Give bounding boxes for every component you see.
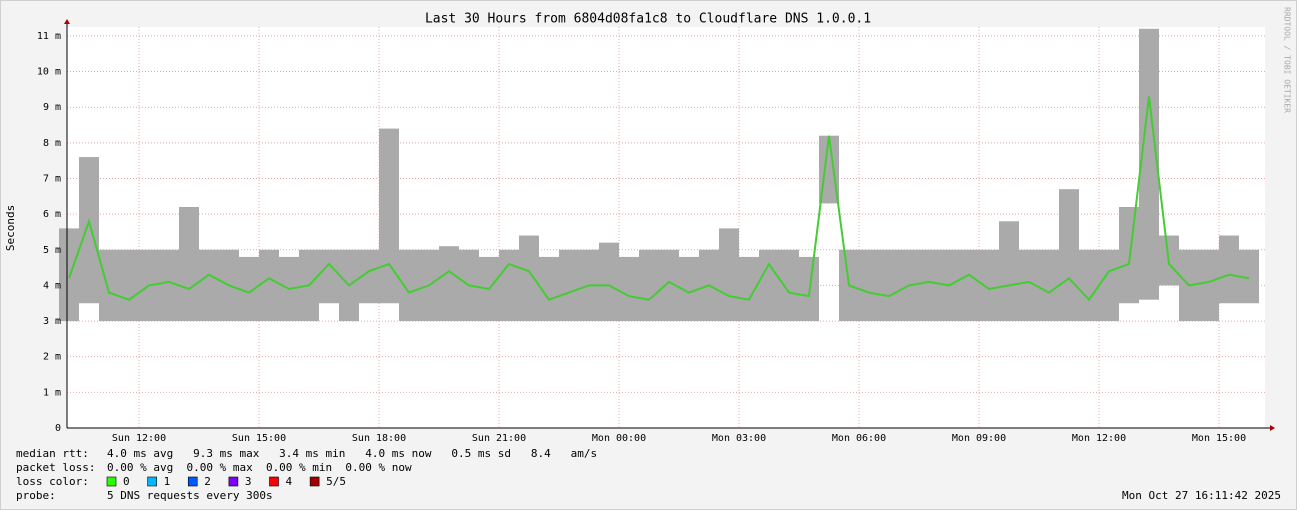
smoke-band [79, 157, 99, 304]
probe-text: 5 DNS requests every 300s [107, 489, 273, 502]
loss-swatch [309, 476, 320, 487]
smoke-band [599, 242, 619, 322]
smoke-band [1019, 249, 1039, 322]
loss-label: loss color: [16, 475, 89, 488]
stat-label: median rtt: [16, 447, 89, 460]
smoke-band [59, 228, 79, 322]
smoke-band [959, 249, 979, 322]
loss-swatch [269, 476, 279, 487]
smoke-band [1059, 189, 1079, 322]
smoke-band [499, 249, 519, 322]
smoke-band [119, 249, 139, 322]
y-tick-label: 0 [55, 423, 61, 434]
y-tick-label: 1 m [43, 387, 61, 398]
smoke-band [859, 249, 879, 322]
loss-entry: 5/5 [326, 475, 346, 488]
smoke-band [239, 256, 259, 322]
x-tick-label: Sun 21:00 [472, 433, 526, 444]
plot-area [67, 27, 1265, 428]
y-tick-label: 10 m [37, 67, 61, 78]
smoke-band [1219, 235, 1239, 304]
smoke-band [319, 249, 339, 304]
smoke-band [719, 228, 739, 322]
smoke-band [1099, 249, 1119, 322]
smoke-band [399, 249, 419, 322]
x-tick-label: Mon 12:00 [1072, 433, 1126, 444]
smoke-band [639, 249, 659, 322]
y-arrow [64, 19, 70, 24]
smoke-band [159, 249, 179, 322]
smoke-band [1139, 28, 1159, 300]
y-tick-label: 7 m [43, 173, 61, 184]
x-tick-label: Mon 00:00 [592, 433, 646, 444]
smoke-band [659, 249, 679, 322]
loss-swatch [147, 476, 157, 487]
y-tick-label: 5 m [43, 245, 61, 256]
probe-label: probe: [16, 489, 56, 502]
loss-swatch [228, 476, 239, 487]
timestamp: Mon Oct 27 16:11:42 2025 [1122, 489, 1281, 502]
smoke-band [679, 256, 699, 322]
smoke-band [1039, 249, 1059, 322]
smoke-band [999, 221, 1019, 322]
stat-text: 4.0 ms avg 9.3 ms max 3.4 ms min 4.0 ms … [107, 447, 597, 460]
smoke-band [199, 249, 219, 322]
watermark: RRDTOOL / TOBI OETIKER [1283, 7, 1292, 113]
smoke-band [739, 256, 759, 322]
smoke-band [819, 135, 839, 204]
chart-title: Last 30 Hours from 6804d08fa1c8 to Cloud… [425, 12, 871, 27]
loss-entry: 0 [123, 475, 130, 488]
smoke-band [359, 249, 379, 304]
median-line [68, 96, 1250, 302]
smoke-band [779, 249, 799, 322]
y-tick-label: 9 m [43, 102, 61, 113]
y-tick-label: 4 m [43, 280, 61, 291]
x-tick-label: Sun 12:00 [112, 433, 166, 444]
loss-entry: 3 [245, 475, 252, 488]
smoke-band [559, 249, 579, 322]
y-tick-label: 8 m [43, 138, 61, 149]
x-tick-label: Mon 09:00 [952, 433, 1006, 444]
smoke-band [979, 249, 999, 322]
smoke-band [539, 256, 559, 322]
x-tick-label: Mon 03:00 [712, 433, 766, 444]
smoke-band [99, 249, 119, 322]
smoke-band [879, 249, 899, 322]
x-arrow [1270, 425, 1275, 431]
x-tick-label: Mon 06:00 [832, 433, 886, 444]
y-tick-label: 2 m [43, 352, 61, 363]
smoke-band [1199, 249, 1219, 322]
stat-text: 0.00 % avg 0.00 % max 0.00 % min 0.00 % … [107, 461, 412, 474]
smoke-band [379, 128, 399, 304]
smoke-band [619, 256, 639, 322]
loss-entry: 4 [286, 475, 293, 488]
x-tick-label: Mon 15:00 [1192, 433, 1246, 444]
smoke-band [439, 246, 459, 322]
smoke-band [179, 207, 199, 322]
loss-swatch [106, 476, 117, 487]
y-tick-label: 3 m [43, 316, 61, 327]
x-tick-label: Sun 15:00 [232, 433, 286, 444]
y-axis-label: Seconds [4, 205, 17, 251]
loss-entry: 1 [164, 475, 171, 488]
smoke-band [519, 235, 539, 322]
smoke-band [259, 249, 279, 322]
y-tick-label: 6 m [43, 209, 61, 220]
smoke-band [759, 249, 779, 322]
smoke-band [1119, 207, 1139, 304]
loss-entry: 2 [204, 475, 211, 488]
smoke-band [919, 249, 939, 322]
smoke-band [1079, 249, 1099, 322]
smoke-band [1239, 249, 1259, 304]
x-tick-label: Sun 18:00 [352, 433, 406, 444]
y-tick-label: 11 m [37, 31, 61, 42]
stat-label: packet loss: [16, 461, 95, 474]
loss-swatch [187, 476, 198, 487]
